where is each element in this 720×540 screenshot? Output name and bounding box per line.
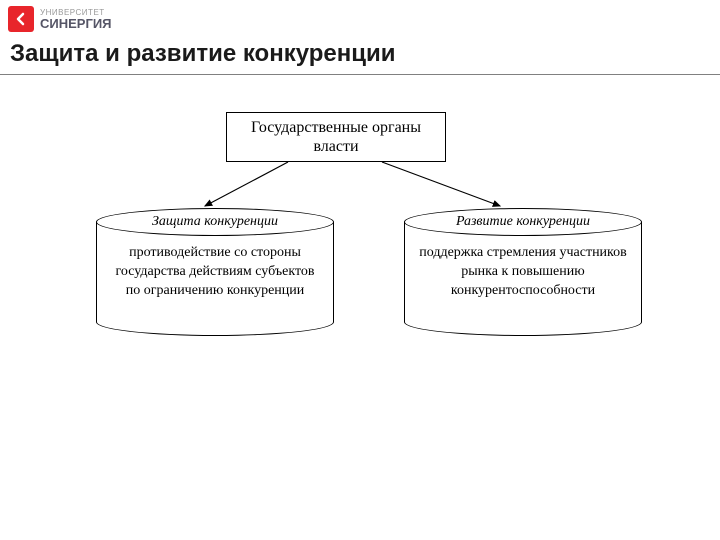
cylinder-right-title-text: Развитие конкуренции: [456, 214, 590, 230]
top-node-text: Государственные органы власти: [227, 118, 445, 156]
cylinder-left: Защита конкуренции противодействие со ст…: [96, 208, 334, 336]
cylinder-right: Развитие конкуренции поддержка стремлени…: [404, 208, 642, 336]
chevron-left-icon: [14, 12, 28, 26]
cylinder-right-body-text: поддержка стремления участников рынка к …: [419, 245, 627, 298]
cylinder-right-body: поддержка стремления участников рынка к …: [404, 222, 642, 322]
brand-logo: УНИВЕРСИТЕТ СИНЕРГИЯ: [8, 6, 112, 32]
cylinder-left-title: Защита конкуренции: [96, 208, 334, 236]
cylinder-left-body-text: противодействие со стороны государства д…: [116, 245, 315, 298]
arrow-left: [205, 162, 288, 206]
diagram-top-node: Государственные органы власти: [226, 112, 446, 162]
title-underline: [0, 74, 720, 75]
logo-icon: [8, 6, 34, 32]
cylinder-left-title-text: Защита конкуренции: [152, 214, 278, 230]
cylinder-right-title: Развитие конкуренции: [404, 208, 642, 236]
logo-line2: СИНЕРГИЯ: [40, 17, 112, 30]
arrow-right: [382, 162, 500, 206]
cylinder-left-body: противодействие со стороны государства д…: [96, 222, 334, 322]
page-title: Защита и развитие конкуренции: [10, 40, 396, 68]
logo-text: УНИВЕРСИТЕТ СИНЕРГИЯ: [40, 9, 112, 30]
